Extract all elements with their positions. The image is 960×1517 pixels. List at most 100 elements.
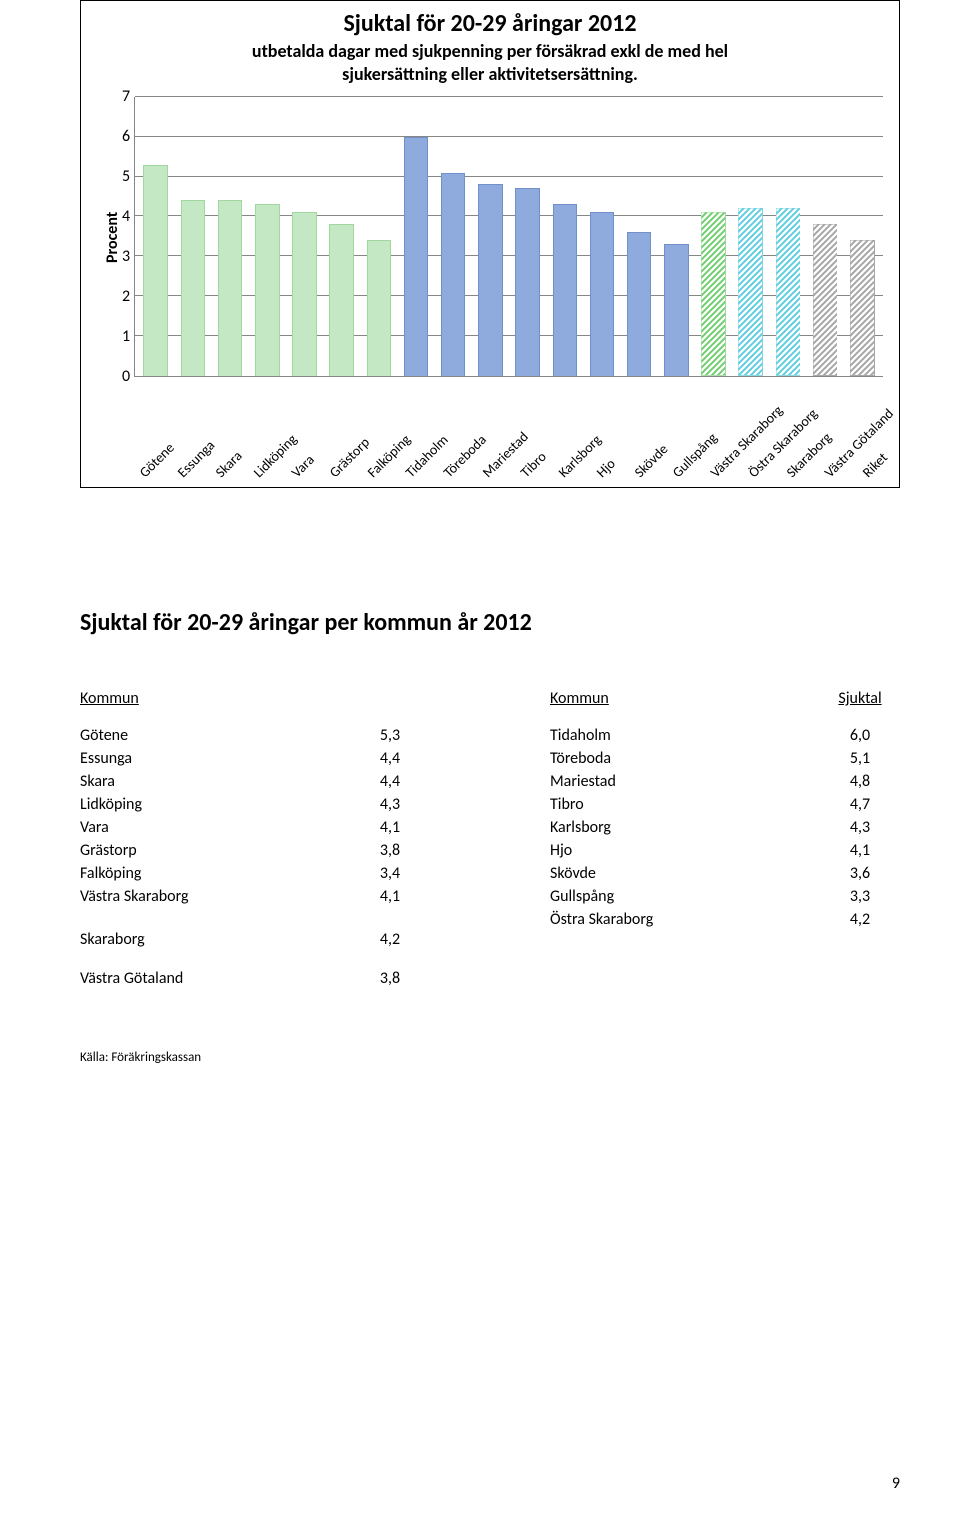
table-cell-value: 5,3 [350,726,430,745]
bar-slot [323,97,360,376]
table-cell-kommun: Karlsborg [550,818,820,837]
bar-slot [211,97,248,376]
x-tick-label: Mariestad [464,381,502,481]
bar-slot [695,97,732,376]
table-row: Gullspång3,3 [550,885,900,908]
chart-subtitle-line2: sjukersättning eller aktivitetsersättnin… [342,63,638,85]
chart-bar [218,200,243,375]
table-footer: Skaraborg4,2Västra Götaland3,8 [80,928,430,990]
x-tick-label: Hjo [578,381,616,481]
table-row: Östra Skaraborg4,2 [550,908,900,931]
chart-bar [627,232,652,375]
chart-body: Procent 76543210 [97,97,883,377]
table-cell-kommun: Hjo [550,841,820,860]
chart-bar [367,240,392,376]
chart-bar [478,184,503,375]
x-tick-label: Riket [845,381,883,481]
table-header-kommun: Kommun [80,689,350,708]
x-tick-label: Vara [273,381,311,481]
table-cell-value: 4,3 [350,795,430,814]
chart-bar [813,224,838,375]
table-cell-value: 3,6 [820,864,900,883]
bar-slot [360,97,397,376]
table-row: Lidköping4,3 [80,793,430,816]
source-label: Källa: Föräkringskassan [80,1050,900,1065]
chart-title: Sjuktal för 20-29 åringar 2012 [97,9,883,38]
chart-plot-area [134,97,883,377]
chart-container: Sjuktal för 20-29 åringar 2012 utbetalda… [80,0,900,488]
x-tick-label: Östra Skaraborg [731,381,769,481]
page-number: 9 [892,1474,900,1493]
chart-bar [181,200,206,375]
bar-slot [397,97,434,376]
table-cell-value: 4,4 [350,749,430,768]
table-cell-value: 4,4 [350,772,430,791]
bar-slot [249,97,286,376]
table-cell-value: 5,1 [820,749,900,768]
x-tick-label: Skara [197,381,235,481]
table-cell-value: 4,2 [350,930,430,949]
table-row: Falköping3,4 [80,862,430,885]
table-cell-kommun: Mariestad [550,772,820,791]
chart-subtitle: utbetalda dagar med sjukpenning per förs… [97,40,883,87]
table-row: Vara4,1 [80,816,430,839]
table-row: Skövde3,6 [550,862,900,885]
bar-slot [174,97,211,376]
table-cell-value: 3,8 [350,969,430,988]
table-right-column: Kommun Sjuktal Tidaholm6,0Töreboda5,1Mar… [550,687,900,990]
table-cell-kommun: Skaraborg [80,930,350,949]
table-cell-kommun: Tidaholm [550,726,820,745]
table-cell-value: 4,2 [820,910,900,929]
chart-bar [590,212,615,375]
chart-bar [553,204,578,375]
x-tick-label: Skaraborg [769,381,807,481]
table-header-kommun: Kommun [550,689,820,708]
table-cell-value: 3,4 [350,864,430,883]
chart-bar [441,173,466,376]
bar-slot [658,97,695,376]
table-cell-value: 4,1 [820,841,900,860]
chart-bar [255,204,280,375]
bar-slot [583,97,620,376]
chart-bar [664,244,689,376]
table-cell-value: 4,1 [350,887,430,906]
bar-slot [769,97,806,376]
table-cell-kommun: Falköping [80,864,350,883]
x-tick-label: Falköping [350,381,388,481]
x-tick-label: Essunga [159,381,197,481]
section-title: Sjuktal för 20-29 åringar per kommun år … [80,608,900,637]
bar-slot [137,97,174,376]
table-cell-value: 3,8 [350,841,430,860]
table-cell-kommun: Tibro [550,795,820,814]
table-cell-kommun: Töreboda [550,749,820,768]
x-tick-label: Skövde [616,381,654,481]
chart-bar [292,212,317,375]
x-tick-label: Tibro [502,381,540,481]
table-row: Skaraborg4,2 [80,928,430,951]
table-cell-kommun: Grästorp [80,841,350,860]
table-cell-kommun: Östra Skaraborg [550,910,820,929]
y-axis-ticks: 76543210 [122,97,134,377]
table-row: Essunga4,4 [80,747,430,770]
table-cell-kommun: Skara [80,772,350,791]
y-axis-label: Procent [97,97,122,377]
table-row: Mariestad4,8 [550,770,900,793]
table-row: Töreboda5,1 [550,747,900,770]
bar-slot [844,97,881,376]
table-cell-kommun: Vara [80,818,350,837]
table-cell-kommun: Götene [80,726,350,745]
bar-slot [732,97,769,376]
chart-bar [515,188,540,375]
bar-slot [546,97,583,376]
bar-slot [621,97,658,376]
table-cell-kommun: Västra Skaraborg [80,887,350,906]
data-table: Kommun Götene5,3Essunga4,4Skara4,4Lidköp… [80,687,900,990]
table-row: Grästorp3,8 [80,839,430,862]
table-row: Västra Skaraborg4,1 [80,885,430,908]
table-row: Götene5,3 [80,724,430,747]
table-header-sjuktal: Sjuktal [820,689,900,708]
table-cell-value: 6,0 [820,726,900,745]
bar-slot [509,97,546,376]
chart-bar [143,165,168,376]
table-cell-value: 4,7 [820,795,900,814]
